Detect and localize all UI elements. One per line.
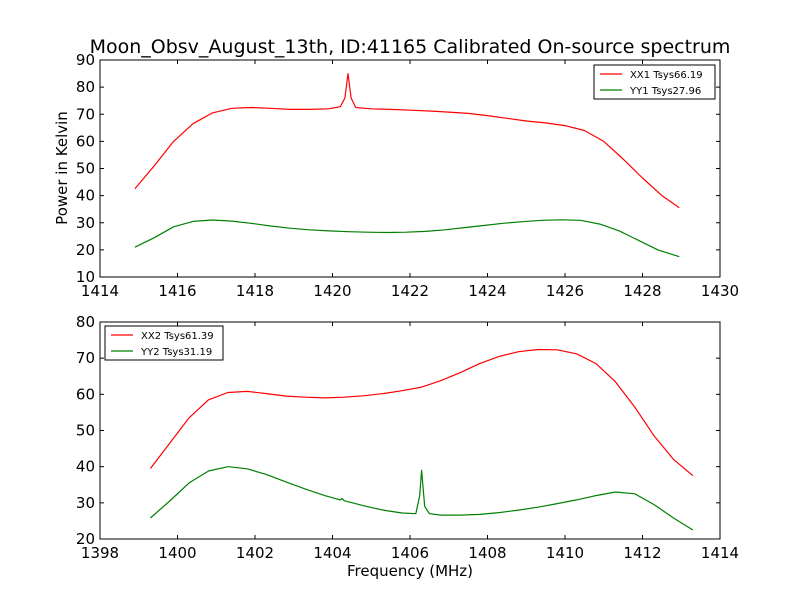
bottom-x-tick-label: 1414 — [701, 544, 739, 562]
top-x-tick-label: 1430 — [701, 282, 739, 300]
bottom-y-tick-label: 70 — [76, 349, 95, 367]
top-axes: 1414 1416 1418 1420 1422 1424 1426 1428 1430 10 20… — [53, 51, 739, 300]
bottom-legend-box — [104, 325, 224, 361]
bottom-x-tick-label: 1402 — [236, 544, 274, 562]
top-y-tick-label: 10 — [76, 268, 95, 286]
bottom-x-tick-label: 1404 — [313, 544, 351, 562]
bottom-legend-label-yy2: YY2 Tsys31.19 — [140, 347, 212, 358]
bottom-x-tick-label: 1398 — [81, 544, 119, 562]
top-y-tick-label: 90 — [76, 51, 95, 69]
bottom-axes: 1398 1400 1402 1404 1406 1408 1410 1412 1414 20 30… — [76, 313, 739, 580]
top-x-tick-label: 1426 — [546, 282, 584, 300]
top-y-tick-label: 60 — [76, 132, 95, 150]
bottom-y-tick-label: 60 — [76, 385, 95, 403]
top-series-line-1 — [134, 219, 680, 258]
top-x-tick-label: 1416 — [158, 282, 196, 300]
figure-title: Moon_Obsv_August_13th, ID:41165 Calibrat… — [90, 36, 731, 58]
bottom-y-tick-label: 20 — [76, 530, 95, 548]
top-x-tick-label: 1420 — [313, 282, 351, 300]
top-y-tick-label: 50 — [76, 160, 95, 178]
bottom-x-tick-label: 1406 — [391, 544, 429, 562]
top-series-line-0 — [134, 72, 680, 209]
top-x-tick-label: 1422 — [391, 282, 429, 300]
bottom-x-tick-label: 1412 — [623, 544, 661, 562]
top-legend-label-yy1: YY1 Tsys27.96 — [629, 86, 701, 97]
bottom-legend: XX2 Tsys61.39 YY2 Tsys31.19 — [104, 325, 224, 361]
bottom-y-tick-label: 80 — [76, 313, 95, 331]
top-legend-box — [593, 64, 716, 100]
top-x-tick-label: 1414 — [81, 282, 119, 300]
top-x-tick-label: 1428 — [623, 282, 661, 300]
top-legend-label-xx1: XX1 Tsys66.19 — [630, 70, 703, 81]
top-x-tick-label: 1424 — [468, 282, 506, 300]
top-y-tick-label: 80 — [76, 78, 95, 96]
bottom-y-tick-label: 50 — [76, 422, 95, 440]
top-y-tick-label: 30 — [76, 214, 95, 232]
top-y-axis-label: Power in Kelvin — [53, 111, 71, 225]
top-y-tick-label: 20 — [76, 241, 95, 259]
bottom-x-axis-label: Frequency (MHz) — [347, 562, 473, 580]
top-legend: XX1 Tsys66.19 YY1 Tsys27.96 — [593, 64, 716, 100]
bottom-series-line-1 — [150, 466, 694, 531]
bottom-y-tick-label: 40 — [76, 458, 95, 476]
top-y-tick-label: 40 — [76, 187, 95, 205]
bottom-y-tick-label: 30 — [76, 494, 95, 512]
bottom-legend-label-xx2: XX2 Tsys61.39 — [141, 331, 214, 342]
top-y-tick-label: 70 — [76, 105, 95, 123]
bottom-series-line-0 — [149, 348, 694, 477]
bottom-x-tick-label: 1400 — [158, 544, 196, 562]
top-x-tick-label: 1418 — [236, 282, 274, 300]
bottom-x-tick-label: 1410 — [546, 544, 584, 562]
bottom-x-tick-label: 1408 — [468, 544, 506, 562]
